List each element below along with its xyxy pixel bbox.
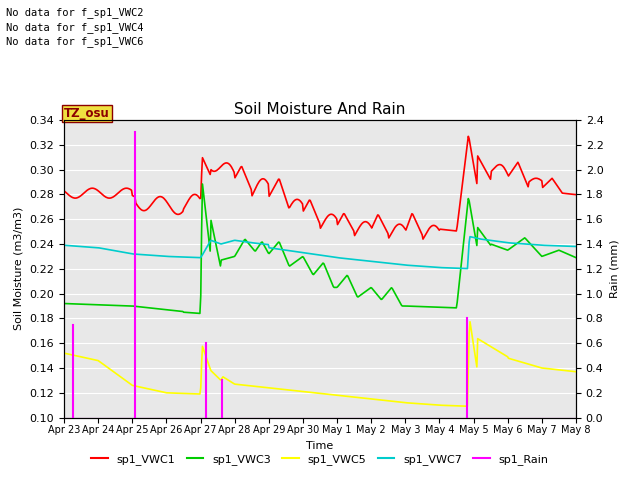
Legend: sp1_VWC1, sp1_VWC3, sp1_VWC5, sp1_VWC7, sp1_Rain: sp1_VWC1, sp1_VWC3, sp1_VWC5, sp1_VWC7, … bbox=[87, 450, 553, 469]
X-axis label: Time: Time bbox=[307, 441, 333, 451]
Text: No data for f_sp1_VWC2: No data for f_sp1_VWC2 bbox=[6, 7, 144, 18]
Text: TZ_osu: TZ_osu bbox=[64, 107, 109, 120]
Text: No data for f_sp1_VWC4: No data for f_sp1_VWC4 bbox=[6, 22, 144, 33]
Text: No data for f_sp1_VWC6: No data for f_sp1_VWC6 bbox=[6, 36, 144, 47]
Y-axis label: Rain (mm): Rain (mm) bbox=[609, 240, 619, 298]
Title: Soil Moisture And Rain: Soil Moisture And Rain bbox=[234, 102, 406, 118]
Y-axis label: Soil Moisture (m3/m3): Soil Moisture (m3/m3) bbox=[14, 207, 24, 331]
